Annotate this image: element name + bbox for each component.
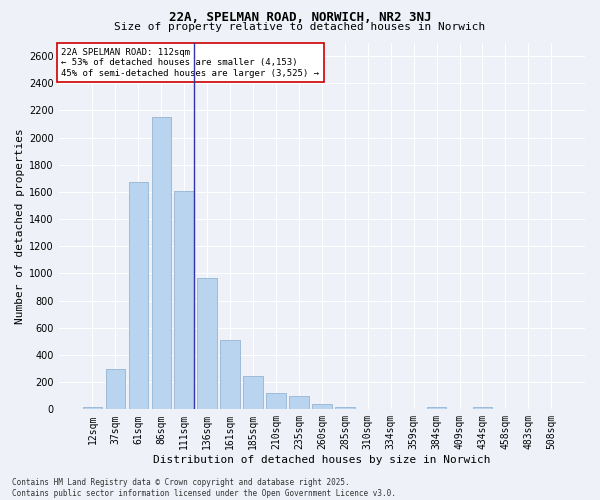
Bar <box>175 190 194 410</box>
Bar <box>83 406 102 410</box>
Bar <box>220 340 240 409</box>
Text: Size of property relative to detached houses in Norwich: Size of property relative to detached ho… <box>115 22 485 32</box>
Y-axis label: Number of detached properties: Number of detached properties <box>15 128 25 324</box>
Bar <box>358 408 377 410</box>
Bar <box>473 406 492 410</box>
Bar <box>289 396 308 409</box>
Bar <box>197 278 217 409</box>
Bar <box>106 368 125 410</box>
Text: Contains HM Land Registry data © Crown copyright and database right 2025.
Contai: Contains HM Land Registry data © Crown c… <box>12 478 396 498</box>
Bar <box>312 404 332 409</box>
Text: 22A, SPELMAN ROAD, NORWICH, NR2 3NJ: 22A, SPELMAN ROAD, NORWICH, NR2 3NJ <box>169 11 431 24</box>
Text: 22A SPELMAN ROAD: 112sqm
← 53% of detached houses are smaller (4,153)
45% of sem: 22A SPELMAN ROAD: 112sqm ← 53% of detach… <box>61 48 319 78</box>
X-axis label: Distribution of detached houses by size in Norwich: Distribution of detached houses by size … <box>153 455 491 465</box>
Bar <box>244 376 263 410</box>
Bar <box>152 117 171 410</box>
Bar <box>128 182 148 410</box>
Bar <box>266 393 286 409</box>
Bar <box>335 408 355 410</box>
Bar <box>427 406 446 410</box>
